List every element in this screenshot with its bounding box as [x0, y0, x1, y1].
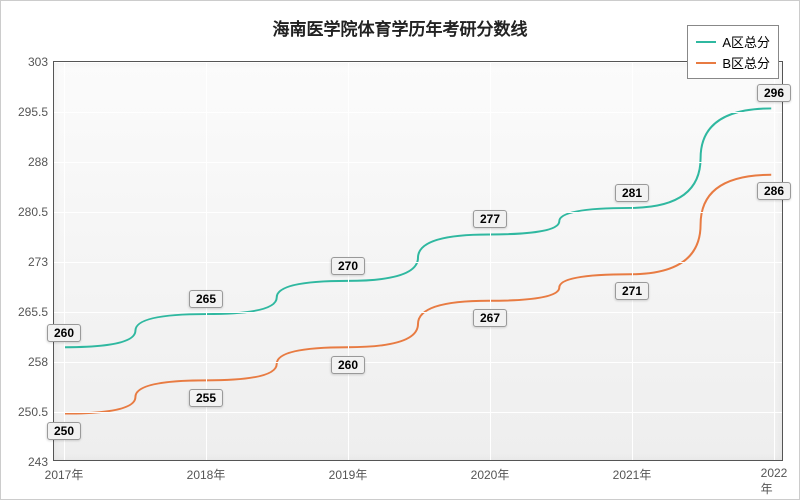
x-tick-label: 2017年	[45, 460, 84, 483]
chart-title: 海南医学院体育学历年考研分数线	[1, 15, 799, 40]
y-tick-label: 280.5	[18, 205, 54, 219]
data-label: 277	[473, 210, 507, 228]
grid-h	[54, 362, 782, 363]
grid-h	[54, 212, 782, 213]
grid-h	[54, 112, 782, 113]
y-tick-label: 303	[28, 55, 54, 69]
y-tick-label: 250.5	[18, 405, 54, 419]
grid-v	[632, 62, 633, 460]
grid-h	[54, 262, 782, 263]
grid-h	[54, 412, 782, 413]
grid-h	[54, 162, 782, 163]
grid-v	[774, 62, 775, 460]
data-label: 250	[47, 422, 81, 440]
y-tick-label: 295.5	[18, 105, 54, 119]
legend-swatch	[696, 62, 716, 64]
x-tick-label: 2020年	[471, 460, 510, 483]
data-label: 267	[473, 309, 507, 327]
legend-item: A区总分	[696, 32, 770, 51]
x-tick-label: 2019年	[329, 460, 368, 483]
legend-item: B区总分	[696, 53, 770, 72]
x-tick-label: 2022年	[761, 460, 788, 497]
data-label: 255	[189, 389, 223, 407]
legend-swatch	[696, 41, 716, 43]
plot-area: 243250.5258265.5273280.5288295.53032017年…	[53, 61, 783, 461]
data-label: 270	[331, 257, 365, 275]
grid-v	[490, 62, 491, 460]
series-lines	[54, 62, 782, 460]
y-tick-label: 258	[28, 355, 54, 369]
grid-h	[54, 312, 782, 313]
data-label: 265	[189, 290, 223, 308]
legend-label: B区总分	[722, 53, 770, 72]
chart-container: 海南医学院体育学历年考研分数线 243250.5258265.5273280.5…	[0, 0, 800, 500]
data-label: 296	[757, 84, 791, 102]
series-line-1	[65, 175, 771, 414]
y-tick-label: 265.5	[18, 305, 54, 319]
data-label: 281	[615, 184, 649, 202]
data-label: 286	[757, 182, 791, 200]
grid-h	[54, 62, 782, 63]
legend: A区总分 B区总分	[687, 25, 779, 79]
data-label: 260	[47, 324, 81, 342]
y-tick-label: 273	[28, 255, 54, 269]
data-label: 271	[615, 282, 649, 300]
x-tick-label: 2021年	[613, 460, 652, 483]
legend-label: A区总分	[722, 32, 770, 51]
x-tick-label: 2018年	[187, 460, 226, 483]
grid-v	[64, 62, 65, 460]
data-label: 260	[331, 356, 365, 374]
y-tick-label: 288	[28, 155, 54, 169]
grid-h	[54, 462, 782, 463]
